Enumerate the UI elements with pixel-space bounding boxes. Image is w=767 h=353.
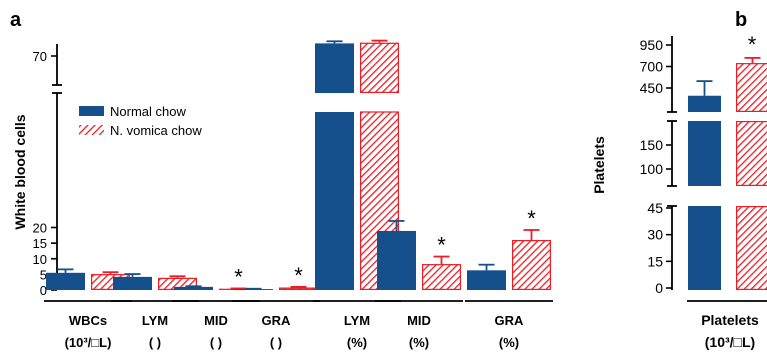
significance-marker: * [234, 264, 243, 289]
y-tick-label-b: 150 [640, 137, 664, 153]
y-tick-label-a: 10 [33, 252, 47, 267]
bar-b-normal-top [688, 95, 721, 112]
x-tick-label-a: LYM [344, 313, 370, 328]
ylabel-a: White blood cells [12, 114, 28, 229]
panel-label-a: a [10, 9, 22, 31]
bar-normal-5 [377, 230, 416, 290]
bar-b-nux-border [735, 63, 767, 113]
y-tick-label-a: 5 [40, 267, 47, 282]
bar-nux-3 [279, 287, 318, 290]
y-tick-label-b: 100 [640, 161, 664, 177]
bar-b-nux-border [735, 206, 767, 291]
significance-marker: * [527, 206, 536, 231]
y-tick-label-b: 45 [647, 200, 663, 216]
bar-b-nux-bottom [736, 206, 767, 290]
bar-b-normal-bottom [688, 206, 721, 290]
bar-normal-4-upper [315, 43, 354, 93]
bar-nux-4-upper-border [360, 42, 400, 93]
x-tick-label-a: GRA [262, 313, 292, 328]
bar-b-nux-mid [736, 121, 767, 186]
bar-normal-6 [467, 270, 506, 290]
bar-normal-0 [46, 272, 85, 290]
x-tick-label-b: Platelets [701, 312, 759, 328]
x-tick-label-a-unit: (10³/□L) [65, 335, 112, 350]
x-tick-label-a-unit: (%) [347, 335, 367, 350]
significance-marker: * [437, 233, 446, 258]
significance-marker-b: * [748, 32, 757, 57]
legend-label-nux: N. vomica chow [110, 123, 202, 138]
y-tick-label-b: 700 [640, 59, 664, 75]
bar-nux-6-border [511, 240, 551, 291]
y-tick-label-b: 15 [647, 253, 663, 269]
bar-nux-5 [422, 264, 461, 290]
x-tick-label-a: GRA [495, 313, 525, 328]
x-tick-label-b-unit: (10³/□L) [705, 334, 755, 350]
x-tick-label-a-unit: ( ) [210, 335, 222, 350]
legend-swatch-normal [79, 106, 104, 116]
y-tick-label-b: 0 [655, 280, 663, 296]
y-tick-label-a: 20 [33, 221, 47, 236]
legend: Normal chow N. vomica chow [79, 104, 202, 138]
x-tick-label-a-unit: ( ) [270, 335, 282, 350]
y-tick-label-b: 30 [647, 227, 663, 243]
panel-b: 0 15 30 45 100 150 450 700 950 * Platelets (10³/□L) [640, 32, 767, 350]
y-tick-label-a: 0 [40, 283, 47, 298]
significance-marker: * [294, 263, 303, 288]
x-tick-label-a: WBCs [69, 313, 107, 328]
y-tick-label-a: 15 [33, 236, 47, 251]
bar-b-nux-top [736, 63, 767, 112]
legend-swatch-nux [79, 125, 104, 135]
x-tick-label-a-unit: (%) [499, 335, 519, 350]
bar-normal-2 [174, 286, 213, 290]
y-tick-label-b: 450 [640, 80, 664, 96]
ylabel-b: Platelets [591, 136, 607, 194]
bar-nux-5-border [422, 264, 462, 291]
bar-b-nux-border [735, 120, 767, 186]
y-tick-label-b: 950 [640, 37, 664, 53]
x-tick-label-a: MID [204, 313, 228, 328]
x-tick-label-a: LYM [142, 313, 168, 328]
bar-nux-4-upper [360, 42, 399, 93]
panel-label-b: b [735, 9, 747, 31]
x-tick-label-a: MID [407, 313, 431, 328]
bar-normal-1 [113, 276, 152, 290]
bar-nux-6 [512, 240, 551, 290]
bar-b-normal-mid [688, 121, 721, 186]
legend-label-normal: Normal chow [110, 104, 186, 119]
bar-normal-4-lower [315, 112, 354, 290]
x-tick-label-a-unit: (%) [409, 335, 429, 350]
x-tick-label-a-unit: ( ) [149, 335, 161, 350]
y-tick-label-a: 70 [33, 49, 47, 64]
